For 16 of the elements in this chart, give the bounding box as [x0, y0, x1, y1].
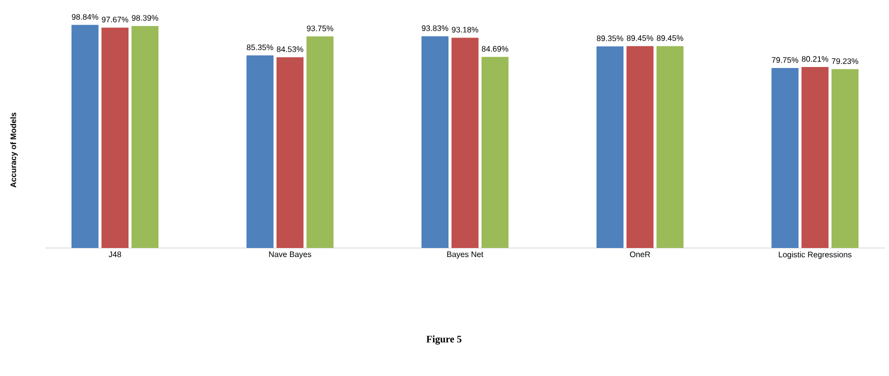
bar — [772, 68, 799, 248]
bar — [72, 24, 99, 248]
bar — [306, 36, 334, 248]
bar — [802, 66, 829, 248]
bar — [246, 55, 274, 248]
bar — [422, 36, 449, 248]
bar — [132, 26, 159, 248]
bar — [832, 69, 859, 248]
bar — [626, 46, 654, 248]
bar — [276, 57, 304, 248]
caption: Figure 5 — [426, 335, 462, 345]
bar — [452, 38, 479, 248]
bar — [102, 28, 129, 248]
bar — [656, 46, 684, 248]
bar — [482, 56, 509, 248]
bar — [596, 46, 624, 248]
